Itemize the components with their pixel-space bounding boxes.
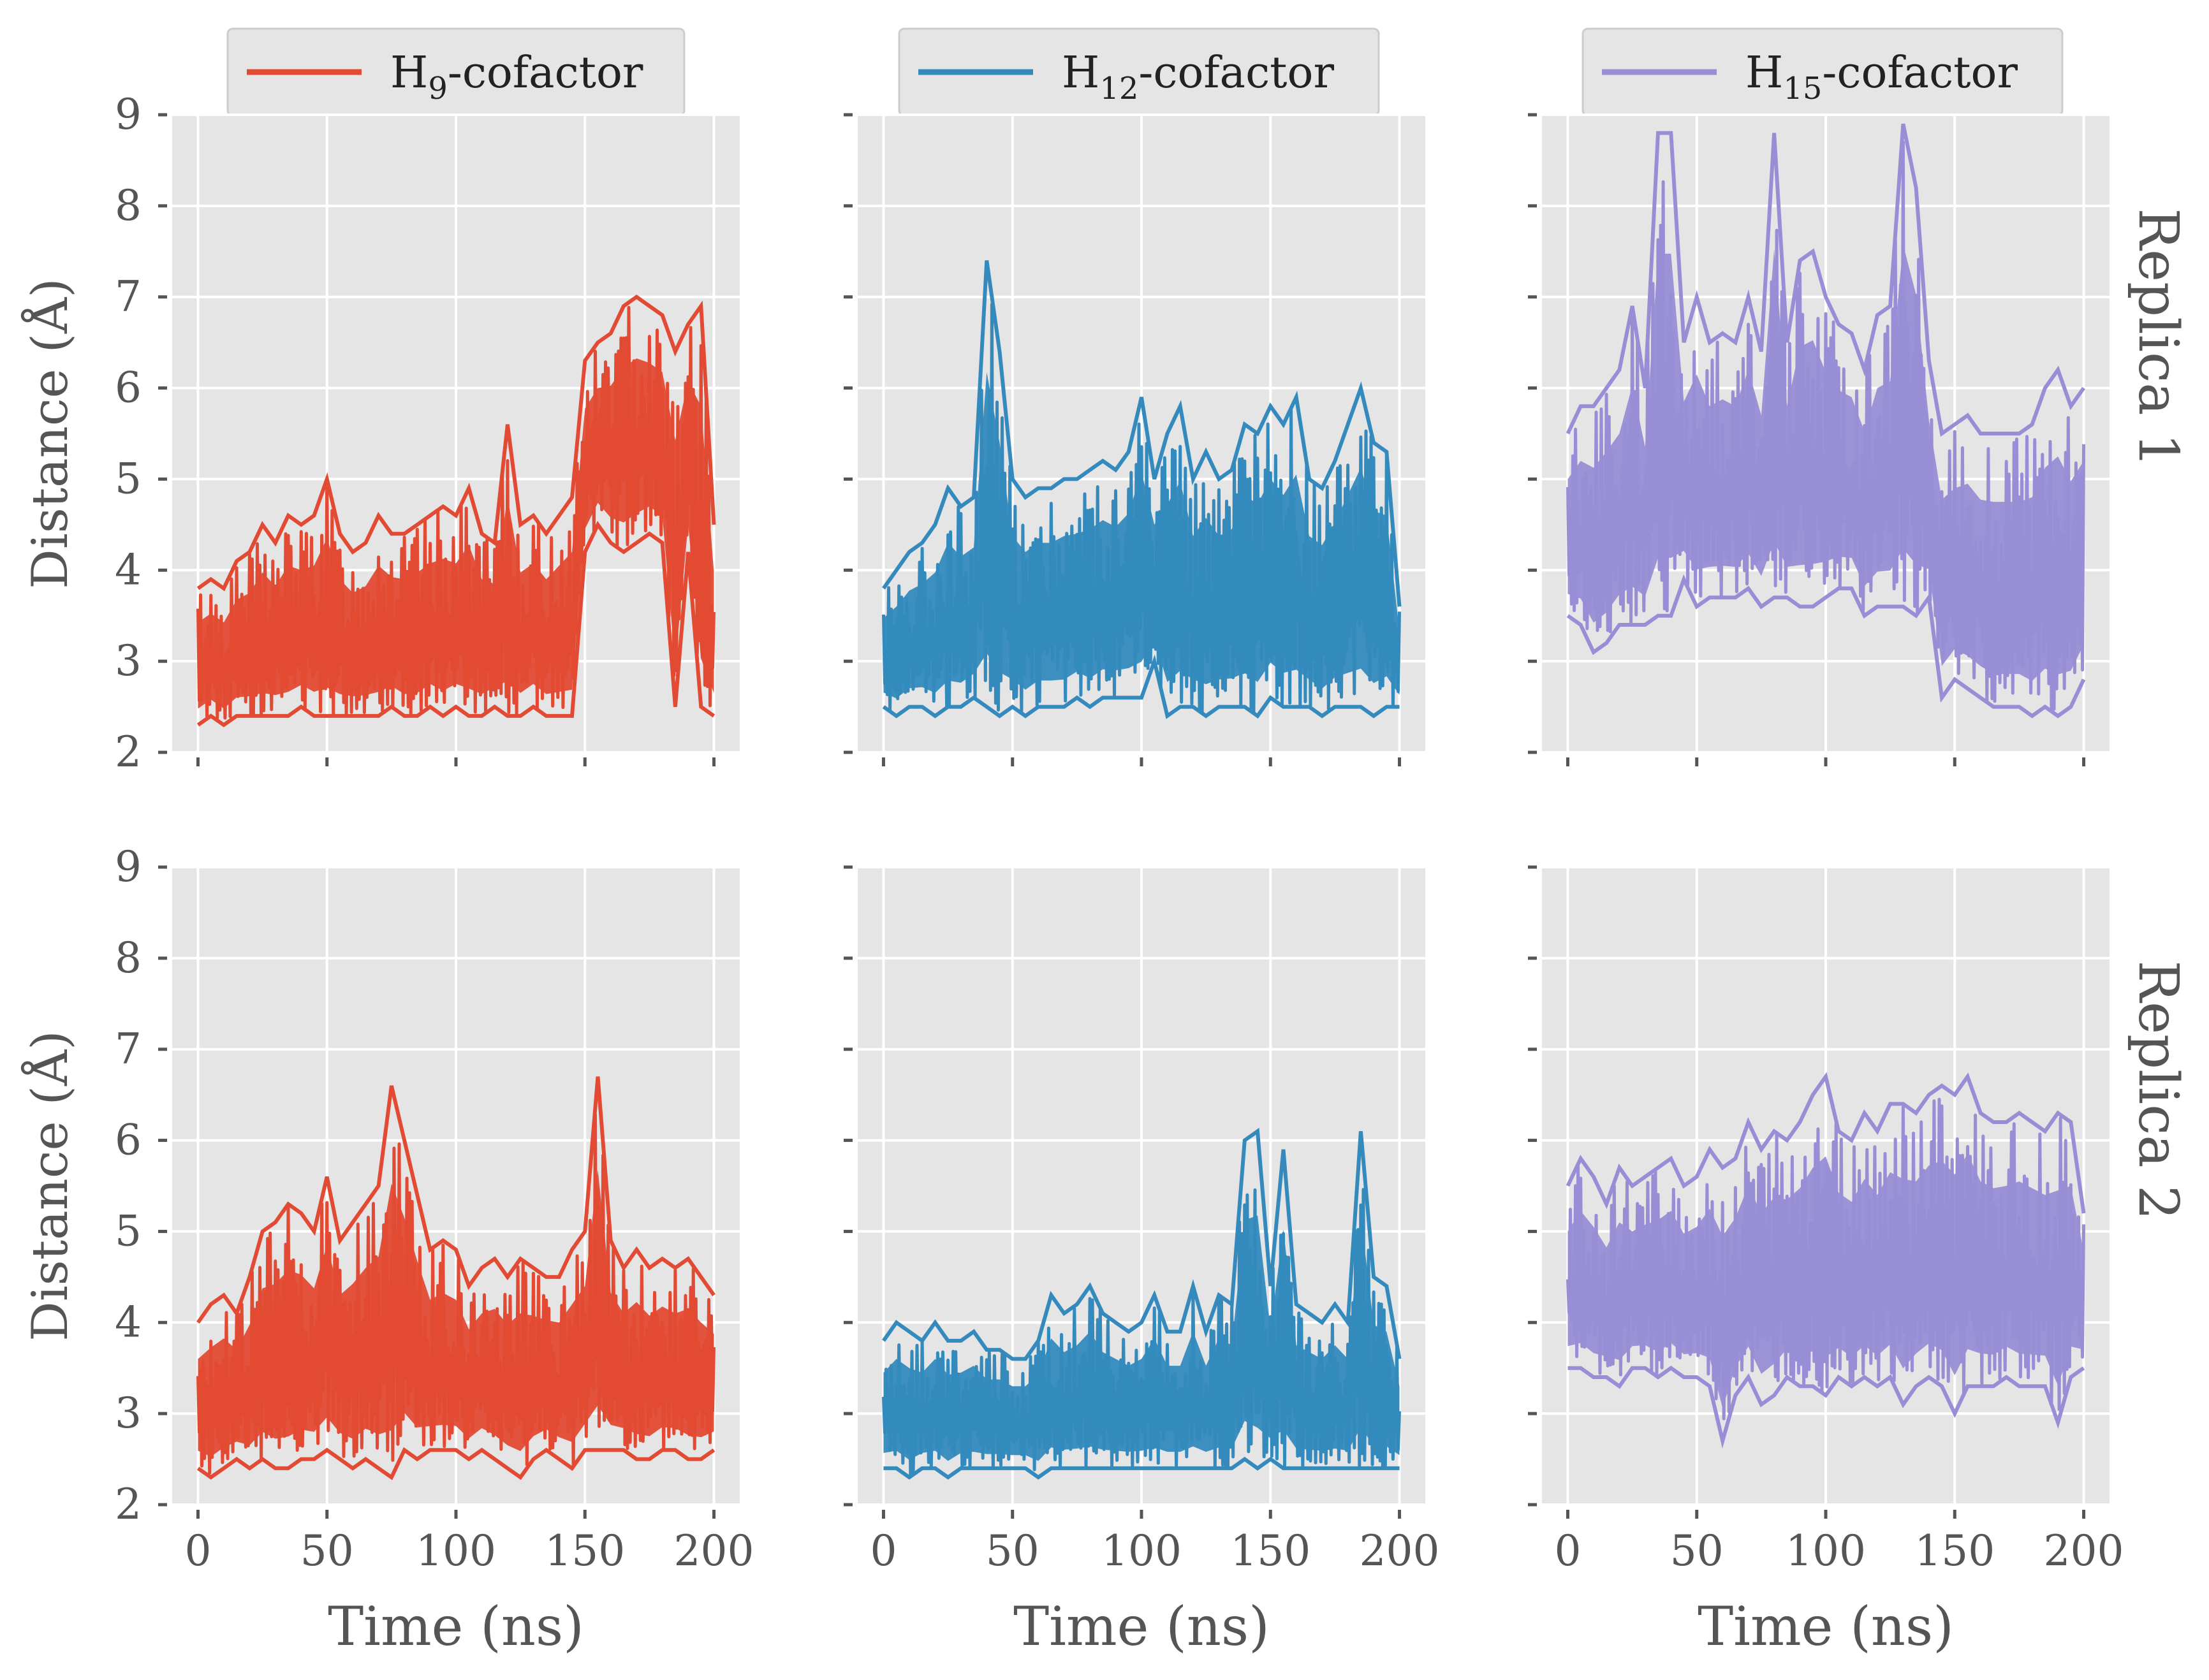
series-troughs-replica-2-h15 [1567, 1366, 2085, 1449]
series-band-replica-2-h15 [1567, 1154, 2084, 1408]
x-axis-label: Time (ns) [328, 1595, 584, 1658]
y-tick-label: 9 [115, 842, 142, 891]
series-band-replica-1-h15 [1567, 244, 2084, 682]
x-tick-label: 100 [1101, 1526, 1182, 1575]
legend-label: H9-cofactor [390, 48, 643, 106]
panel-replica-2-h12: 0 50 100 150 200 Time (ns) [844, 865, 1440, 1658]
y-tick-label: 7 [115, 1025, 142, 1074]
series-troughs-replica-1-h9 [196, 520, 716, 727]
x-tick-label: 150 [1914, 1526, 1995, 1575]
y-tick-label: 3 [115, 636, 142, 685]
y-tick-label: 4 [115, 1297, 142, 1347]
y-tick-label: 2 [115, 727, 142, 777]
panel-replica-2-h9: 2 3 4 5 6 7 8 9 0 50 100 150 200 Distance (Å) Time (ns… [20, 842, 754, 1658]
panel-replica-1-h15 [1528, 113, 2110, 766]
y-axis-label: Distance (Å) [20, 1030, 79, 1341]
series-peaks-replica-1-h15 [1566, 123, 2085, 437]
series-troughs-replica-1-h15 [1566, 574, 2086, 719]
x-tick-label: 50 [986, 1526, 1039, 1575]
series-peaks-replica-1-h9 [196, 295, 716, 592]
y-tick-label: 7 [115, 272, 142, 321]
x-tick-label: 50 [1670, 1526, 1724, 1575]
series-troughs-replica-2-h9 [196, 1447, 716, 1480]
series-troughs-replica-1-h12 [882, 654, 1400, 719]
y-tick-label: 9 [115, 90, 142, 139]
x-tick-label: 200 [2044, 1526, 2124, 1575]
x-tick-label: 0 [184, 1526, 211, 1575]
y-tick-label: 5 [115, 1206, 142, 1255]
x-tick-label: 0 [870, 1526, 897, 1575]
x-tick-label: 200 [1360, 1526, 1440, 1575]
x-tick-label: 0 [1554, 1526, 1581, 1575]
y-tick-label: 4 [115, 545, 142, 594]
legend-label: H12-cofactor [1062, 48, 1334, 106]
series-peaks-replica-2-h9 [196, 1076, 716, 1324]
series-band-replica-1-h9 [198, 358, 714, 709]
x-tick-label: 150 [1230, 1526, 1310, 1575]
x-tick-label: 100 [416, 1526, 496, 1575]
x-tick-label: 200 [674, 1526, 754, 1575]
y-tick-label: 2 [115, 1480, 142, 1529]
legend-3: H15-cofactor [1582, 27, 2064, 117]
y-axis-label: Distance (Å) [20, 278, 79, 588]
x-tick-label: 100 [1786, 1526, 1866, 1575]
legend-2: H12-cofactor [898, 27, 1380, 117]
y-tick-label: 8 [115, 933, 142, 982]
series-peaks-replica-1-h12 [882, 260, 1402, 607]
panel-replica-1-h12 [844, 113, 1425, 766]
legend-label: H15-cofactor [1745, 48, 2018, 106]
y-tick-label: 6 [115, 363, 142, 413]
row-label-replica-2: Replica 2 [2126, 960, 2190, 1220]
row-label-replica-1: Replica 1 [2126, 208, 2190, 467]
series-troughs-replica-2-h12 [883, 1456, 1400, 1480]
y-tick-label: 8 [115, 181, 142, 230]
series-peaks-replica-2-h12 [882, 1127, 1402, 1361]
x-axis-label: Time (ns) [1013, 1595, 1270, 1658]
x-axis-label: Time (ns) [1698, 1595, 1954, 1658]
y-tick-label: 5 [115, 454, 142, 503]
y-tick-label: 3 [115, 1389, 142, 1438]
x-tick-label: 150 [545, 1526, 625, 1575]
series-band-replica-2-h12 [883, 1215, 1400, 1461]
legend-1: H9-cofactor [226, 27, 686, 117]
x-tick-label: 50 [300, 1526, 354, 1575]
series-band-replica-2-h9 [198, 1170, 714, 1457]
series-band-replica-1-h12 [883, 372, 1400, 699]
y-tick-label: 6 [115, 1116, 142, 1165]
panel-replica-1-h9: 2 3 4 5 6 7 8 9 Distance (Å) [20, 90, 740, 777]
panel-replica-2-h15: 0 50 100 150 200 Time (ns) [1528, 865, 2124, 1658]
series-peaks-replica-2-h15 [1566, 1072, 2086, 1214]
